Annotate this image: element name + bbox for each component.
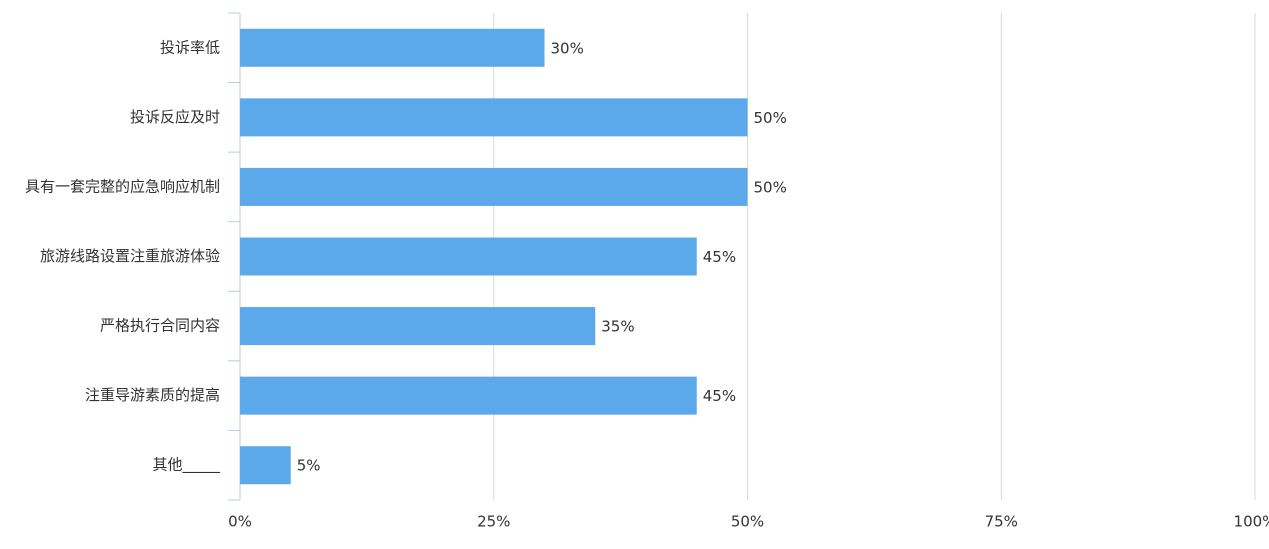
bar <box>240 167 748 206</box>
bar <box>240 28 545 67</box>
y-tick-label: 旅游线路设置注重旅游体验 <box>40 247 220 265</box>
value-label: 30% <box>551 39 584 57</box>
x-tick-label: 75% <box>985 513 1018 531</box>
y-tick-label: 其他_____ <box>152 456 220 475</box>
x-tick-label: 0% <box>228 513 252 531</box>
x-tick-label: 100% <box>1234 513 1269 531</box>
x-tick-label: 25% <box>477 513 510 531</box>
bar <box>240 446 291 485</box>
bar <box>240 237 697 276</box>
y-tick-label: 投诉反应及时 <box>130 108 220 126</box>
y-tick-label: 严格执行合同内容 <box>100 317 220 335</box>
bar <box>240 376 697 415</box>
value-label: 50% <box>754 109 787 127</box>
value-label: 5% <box>297 457 321 475</box>
y-tick-label: 投诉率低 <box>160 38 220 56</box>
y-tick-label: 具有一套完整的应急响应机制 <box>25 177 220 195</box>
y-tick-label: 注重导游素质的提高 <box>85 386 220 404</box>
bar <box>240 307 596 346</box>
value-label: 45% <box>703 248 736 266</box>
bar <box>240 98 748 137</box>
value-label: 45% <box>703 387 736 405</box>
value-label: 35% <box>601 318 634 336</box>
x-tick-label: 50% <box>731 513 764 531</box>
value-label: 50% <box>754 178 787 196</box>
